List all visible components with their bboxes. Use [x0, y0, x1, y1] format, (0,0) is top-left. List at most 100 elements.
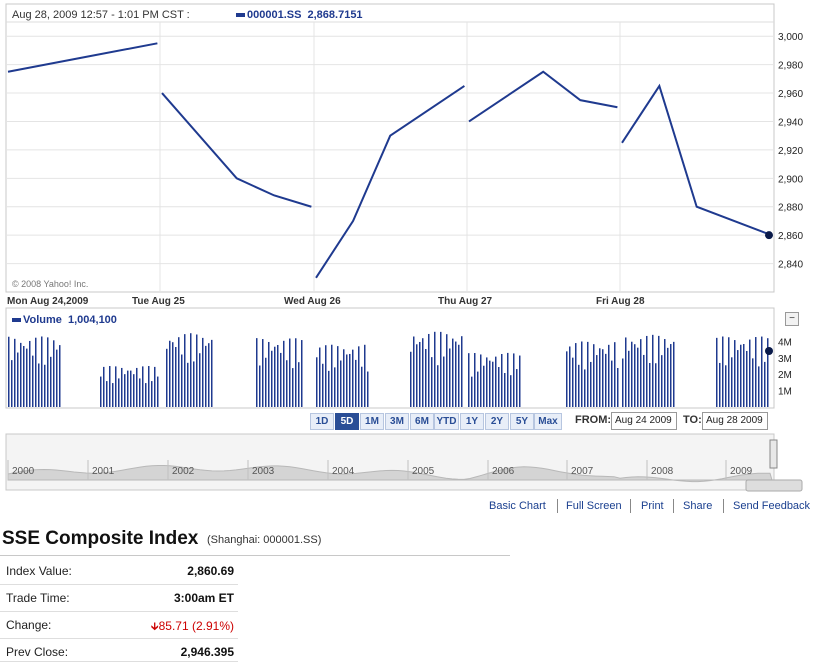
volume-bar [331, 344, 333, 407]
quote-row-label: Change: [6, 618, 52, 632]
volume-bar [640, 339, 642, 407]
toolbar-divider [630, 499, 631, 513]
price-line [7, 42, 158, 73]
to-date-input[interactable]: Aug 28 2009 [702, 412, 768, 430]
volume-bar [767, 338, 769, 407]
volume-bar [202, 337, 204, 407]
from-date-input[interactable]: Aug 24 2009 [611, 412, 677, 430]
y-tick-label: 2,840 [778, 260, 803, 271]
volume-bar [590, 361, 592, 407]
volume-bar [268, 341, 270, 407]
range-button-1m[interactable]: 1M [360, 413, 384, 430]
volume-bar [184, 334, 186, 407]
volume-bar [265, 357, 267, 407]
volume-bar [139, 378, 141, 407]
range-button-2y[interactable]: 2Y [485, 413, 509, 430]
volume-bar [148, 366, 150, 407]
navigator-area [7, 465, 773, 483]
print-link[interactable]: Print [641, 500, 664, 512]
volume-bar [468, 353, 470, 407]
series-value: 2,868.7151 [307, 9, 363, 21]
volume-bar [507, 352, 509, 407]
volume-bar [115, 366, 117, 407]
volume-bar [328, 370, 330, 407]
quote-row-label: Trade Time: [6, 591, 70, 605]
volume-bar [325, 345, 327, 407]
volume-bar [587, 341, 589, 407]
volume-bar [364, 344, 366, 407]
volume-bar [634, 344, 636, 407]
volume-bar [599, 348, 601, 407]
x-tick-label: Thu Aug 27 [438, 296, 493, 307]
range-button-6m[interactable]: 6M [410, 413, 434, 430]
range-button-5d[interactable]: 5D [335, 413, 359, 430]
range-button-1d[interactable]: 1D [310, 413, 334, 430]
volume-bar [628, 350, 630, 407]
range-button-1y[interactable]: 1Y [460, 413, 484, 430]
volume-bar [343, 349, 345, 407]
volume-bar [572, 357, 574, 407]
volume-bar [262, 339, 264, 407]
volume-bar [480, 354, 482, 407]
navigator-scrollbar[interactable] [745, 479, 803, 492]
volume-bar [637, 347, 639, 407]
quote-row-prev-close: Prev Close: 2,946.395 [0, 639, 238, 662]
share-link[interactable]: Share [683, 500, 713, 512]
range-button-max[interactable]: Max [534, 413, 562, 430]
x-tick-label: Wed Aug 26 [284, 296, 341, 307]
volume-bar [259, 365, 261, 407]
volume-bar [187, 362, 189, 407]
quote-row-value: 🡳85.71 (2.91%) [151, 618, 234, 637]
quote-subtitle: (Shanghai: 000001.SS) [207, 534, 322, 546]
volume-bar [722, 336, 724, 407]
range-button-3m[interactable]: 3M [385, 413, 409, 430]
y-tick-label: 2,900 [778, 174, 803, 185]
volume-bar [486, 357, 488, 407]
series-legend: 000001.SS 2,868.7151 [236, 9, 363, 21]
range-button-ytd[interactable]: YTD [434, 413, 459, 430]
toolbar-divider [723, 499, 724, 513]
volume-bar [169, 340, 171, 407]
navigator-handle[interactable] [769, 439, 778, 469]
volume-bar [670, 344, 672, 407]
collapse-volume-button[interactable]: − [785, 312, 799, 326]
volume-bar [566, 351, 568, 407]
range-button-5y[interactable]: 5Y [510, 413, 534, 430]
volume-legend: Volume 1,004,100 [12, 314, 117, 326]
volume-bar [425, 348, 427, 407]
basic-chart-link[interactable]: Basic Chart [489, 500, 546, 512]
navigator-year-label: 2007 [571, 466, 594, 477]
y-tick-label: 2,860 [778, 231, 803, 242]
volume-bar [35, 337, 37, 407]
navigator-year-label: 2004 [332, 466, 355, 477]
volume-bar [734, 340, 736, 407]
volume-bar [673, 341, 675, 407]
volume-bar [109, 366, 111, 407]
navigator-year-label: 2009 [730, 466, 753, 477]
volume-bar [26, 348, 28, 407]
price-line [468, 70, 618, 123]
volume-bar [474, 353, 476, 407]
volume-bar [358, 346, 360, 407]
volume-bar [340, 360, 342, 407]
quote-row-label: Index Value: [6, 564, 72, 578]
volume-bar [458, 344, 460, 407]
quote-row-value: 3:00am ET [173, 591, 234, 605]
quote-row-trade-time: Trade Time: 3:00am ET [0, 585, 238, 612]
volume-tick-label: 3M [778, 354, 792, 365]
volume-bar [725, 365, 727, 407]
y-tick-label: 2,920 [778, 146, 803, 157]
volume-bar [145, 383, 147, 407]
volume-bar [349, 353, 351, 407]
send-feedback-link[interactable]: Send Feedback [733, 500, 811, 512]
volume-bar [584, 369, 586, 407]
volume-bar [483, 365, 485, 407]
navigator-year-label: 2000 [12, 466, 35, 477]
volume-bar [346, 354, 348, 407]
change-value: 85.71 (2.91%) [158, 619, 234, 633]
volume-bar [289, 338, 291, 407]
volume-bar [596, 355, 598, 407]
volume-tick-label: 4M [778, 337, 792, 348]
volume-bar [749, 339, 751, 407]
full-screen-link[interactable]: Full Screen [566, 500, 622, 512]
